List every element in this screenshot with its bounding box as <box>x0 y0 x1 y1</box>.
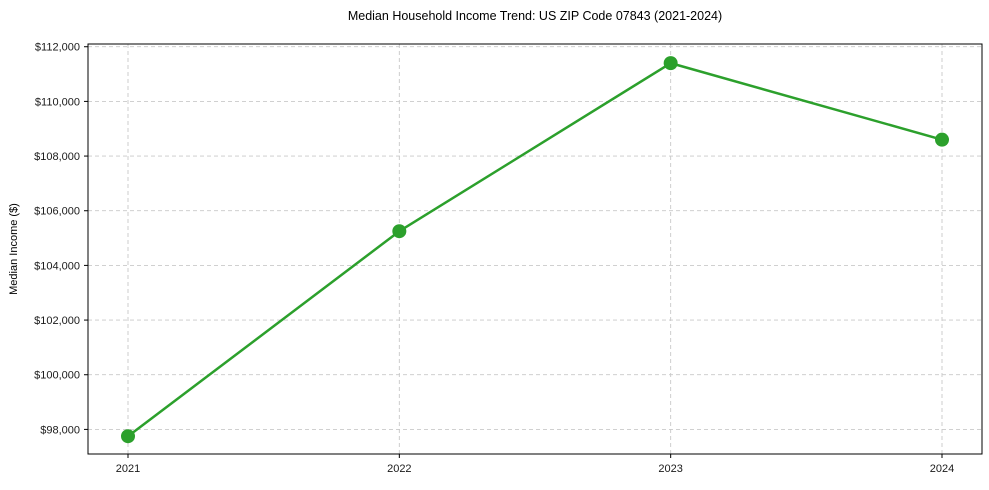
y-tick-label: $108,000 <box>34 151 80 163</box>
data-point <box>935 132 949 147</box>
x-tick-label: 2022 <box>387 463 411 475</box>
plot-border <box>87 43 983 455</box>
y-tick-label: $100,000 <box>34 370 80 382</box>
y-tick-label: $102,000 <box>34 315 80 327</box>
x-tick-label: 2023 <box>658 463 682 475</box>
y-tick-label: $110,000 <box>35 96 80 108</box>
y-tick-label: $98,000 <box>40 424 80 436</box>
y-tick-label: $106,000 <box>34 206 80 218</box>
data-point <box>121 429 135 444</box>
data-point <box>392 224 407 239</box>
y-tick-label: $112,000 <box>35 42 80 54</box>
chart-title: Median Household Income Trend: US ZIP Co… <box>347 9 723 23</box>
trend-line <box>126 61 944 438</box>
y-tick-label: $104,000 <box>34 260 80 272</box>
x-tick-label: 2024 <box>930 463 954 475</box>
y-axis-label: Median Income ($) <box>8 203 20 295</box>
data-point <box>663 56 678 71</box>
x-tick-label: 2021 <box>116 463 140 475</box>
